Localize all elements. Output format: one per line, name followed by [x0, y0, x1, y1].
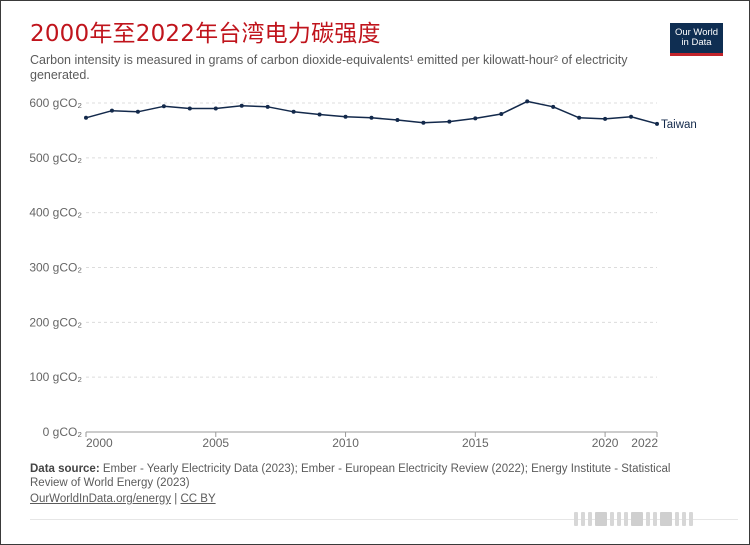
data-point-2007	[265, 104, 270, 109]
data-point-2012	[395, 117, 400, 122]
data-point-2019	[577, 115, 582, 120]
data-point-2001	[109, 108, 114, 113]
x-tick-label-2000: 2000	[86, 436, 113, 450]
series-label-taiwan: Taiwan	[661, 119, 697, 131]
x-tick-label-2010: 2010	[332, 436, 359, 450]
data-point-2011	[369, 115, 374, 120]
y-tick-label-100: 100 gCO₂	[29, 370, 82, 384]
data-point-2016	[499, 111, 504, 116]
data-point-2017	[525, 99, 530, 104]
footer-divider	[30, 519, 738, 520]
owid-logo[interactable]: Our World in Data	[670, 23, 723, 56]
x-tick-label-2022: 2022	[631, 436, 658, 450]
y-tick-label-300: 300 gCO₂	[29, 261, 82, 275]
data-source-label: Data source:	[30, 463, 100, 475]
y-tick-label-500: 500 gCO₂	[29, 151, 82, 165]
chart-footer: Data source: Ember - Yearly Electricity …	[30, 462, 710, 506]
data-point-2004	[187, 106, 192, 111]
data-point-2010	[343, 114, 348, 119]
logo-line-1: Our World	[674, 27, 719, 38]
x-tick-label-2015: 2015	[462, 436, 489, 450]
x-tick-label-2020: 2020	[592, 436, 619, 450]
data-point-2003	[161, 104, 166, 109]
data-point-2018	[551, 104, 556, 109]
data-point-2005	[213, 106, 218, 111]
data-point-2022	[655, 121, 659, 126]
y-tick-label-0: 0 gCO₂	[43, 425, 83, 439]
chart-title: 2000年至2022年台湾电力碳强度	[30, 21, 381, 47]
data-source-text: Ember - Yearly Electricity Data (2023); …	[30, 463, 671, 489]
x-tick-label-2005: 2005	[202, 436, 229, 450]
y-tick-label-600: 600 gCO₂	[29, 96, 82, 110]
data-point-2002	[135, 109, 140, 114]
chart-subtitle: Carbon intensity is measured in grams of…	[30, 53, 628, 82]
footer-separator: |	[174, 493, 178, 505]
y-tick-label-400: 400 gCO₂	[29, 206, 82, 220]
data-point-2021	[629, 114, 634, 119]
owid-energy-link[interactable]: OurWorldInData.org/energy	[30, 493, 172, 505]
watermark-icon	[574, 510, 734, 530]
data-point-2006	[239, 103, 244, 108]
data-point-2015	[473, 116, 478, 121]
data-point-2000	[84, 115, 88, 120]
data-point-2014	[447, 119, 452, 124]
y-tick-label-200: 200 gCO₂	[29, 315, 82, 329]
data-point-2020	[603, 116, 608, 121]
data-source: Data source: Ember - Yearly Electricity …	[30, 462, 710, 490]
data-point-2008	[291, 109, 296, 114]
data-point-2013	[421, 120, 426, 125]
logo-line-2: in Data	[681, 37, 712, 48]
data-point-2009	[317, 112, 322, 117]
license-link[interactable]: CC BY	[180, 493, 216, 505]
series-line-taiwan	[85, 100, 658, 125]
